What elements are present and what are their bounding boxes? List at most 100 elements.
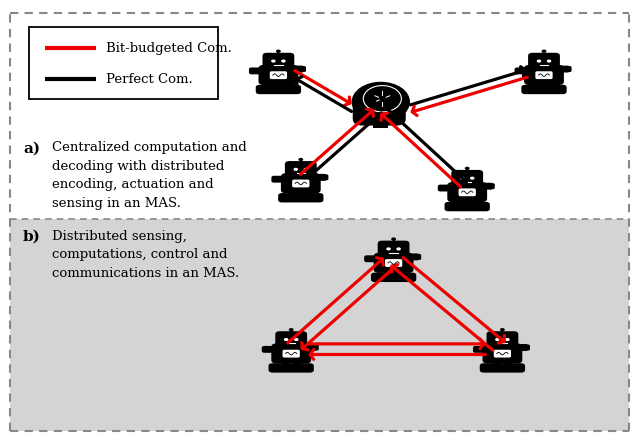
Circle shape (276, 50, 281, 53)
Circle shape (387, 248, 391, 251)
FancyBboxPatch shape (262, 53, 294, 69)
FancyBboxPatch shape (285, 161, 317, 177)
Circle shape (470, 177, 474, 180)
Bar (269, 81, 276, 88)
FancyBboxPatch shape (524, 65, 564, 85)
Bar (389, 253, 398, 256)
Bar (287, 343, 296, 347)
FancyBboxPatch shape (275, 331, 307, 347)
FancyBboxPatch shape (515, 68, 532, 74)
FancyBboxPatch shape (406, 253, 419, 260)
FancyBboxPatch shape (353, 93, 406, 126)
Text: b): b) (23, 230, 41, 244)
Bar (10, 13, 629, 219)
Text: Centralized computation and
decoding with distributed
encoding, actuation and
se: Centralized computation and decoding wit… (52, 141, 247, 210)
FancyBboxPatch shape (249, 68, 266, 74)
FancyBboxPatch shape (270, 71, 287, 79)
FancyBboxPatch shape (310, 344, 319, 351)
FancyBboxPatch shape (271, 176, 289, 183)
Circle shape (541, 50, 547, 53)
FancyBboxPatch shape (269, 363, 314, 373)
Circle shape (537, 60, 541, 63)
FancyBboxPatch shape (447, 182, 487, 202)
Bar (282, 360, 289, 366)
FancyBboxPatch shape (438, 185, 455, 191)
FancyBboxPatch shape (256, 85, 301, 94)
FancyBboxPatch shape (563, 66, 572, 72)
FancyBboxPatch shape (303, 344, 317, 351)
Bar (291, 190, 299, 196)
FancyBboxPatch shape (29, 27, 218, 99)
FancyBboxPatch shape (292, 179, 310, 187)
FancyBboxPatch shape (451, 170, 483, 186)
FancyBboxPatch shape (378, 240, 410, 256)
Text: Distributed sensing,
computations, control and
communications in an MAS.: Distributed sensing, computations, contr… (52, 230, 240, 280)
FancyBboxPatch shape (374, 253, 413, 273)
Circle shape (303, 168, 308, 171)
Bar (463, 182, 472, 186)
FancyBboxPatch shape (283, 350, 300, 358)
FancyBboxPatch shape (522, 344, 530, 351)
FancyBboxPatch shape (458, 188, 476, 196)
FancyBboxPatch shape (522, 85, 566, 94)
FancyBboxPatch shape (320, 174, 328, 180)
Bar (303, 190, 310, 196)
FancyBboxPatch shape (445, 202, 490, 211)
Bar (540, 65, 548, 69)
Circle shape (294, 338, 298, 341)
Circle shape (500, 328, 505, 332)
FancyBboxPatch shape (473, 346, 490, 353)
FancyBboxPatch shape (528, 53, 560, 69)
FancyBboxPatch shape (262, 346, 279, 353)
Circle shape (391, 237, 396, 241)
FancyBboxPatch shape (413, 254, 421, 260)
Bar (293, 360, 301, 366)
FancyBboxPatch shape (278, 193, 323, 202)
FancyBboxPatch shape (364, 255, 381, 262)
FancyBboxPatch shape (385, 259, 403, 267)
Circle shape (284, 338, 289, 341)
FancyBboxPatch shape (480, 363, 525, 373)
Circle shape (465, 167, 470, 170)
FancyBboxPatch shape (313, 174, 326, 181)
FancyBboxPatch shape (483, 343, 522, 363)
FancyBboxPatch shape (271, 343, 311, 363)
FancyBboxPatch shape (371, 273, 416, 282)
Circle shape (495, 338, 500, 341)
Circle shape (547, 60, 551, 63)
FancyBboxPatch shape (486, 183, 495, 189)
FancyBboxPatch shape (494, 350, 511, 358)
Bar (296, 173, 305, 177)
Bar (280, 81, 288, 88)
Circle shape (460, 177, 465, 180)
Bar (396, 269, 403, 275)
FancyBboxPatch shape (259, 65, 298, 85)
FancyBboxPatch shape (291, 65, 304, 72)
FancyBboxPatch shape (515, 344, 528, 351)
FancyBboxPatch shape (535, 71, 553, 79)
Bar (458, 198, 465, 205)
Bar (504, 360, 512, 366)
Bar (493, 360, 500, 366)
FancyBboxPatch shape (486, 331, 518, 347)
Circle shape (396, 248, 401, 251)
Circle shape (271, 60, 276, 63)
FancyBboxPatch shape (298, 66, 306, 72)
FancyBboxPatch shape (281, 173, 321, 193)
Circle shape (281, 60, 285, 63)
Bar (384, 269, 392, 275)
Bar (469, 198, 477, 205)
Bar (274, 65, 283, 69)
Bar (546, 81, 554, 88)
Bar (498, 343, 507, 347)
Bar (534, 81, 542, 88)
Text: Perfect Com.: Perfect Com. (106, 72, 193, 86)
Circle shape (505, 338, 509, 341)
Text: a): a) (23, 141, 40, 156)
Circle shape (289, 328, 294, 332)
FancyBboxPatch shape (556, 65, 570, 72)
FancyBboxPatch shape (479, 183, 493, 190)
Bar (373, 118, 388, 129)
Circle shape (351, 82, 410, 122)
Bar (10, 219, 629, 431)
